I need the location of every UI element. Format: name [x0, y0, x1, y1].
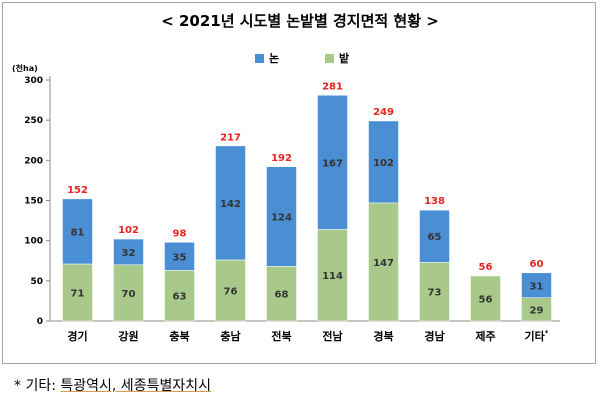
- footnote-prefix: * 기타:: [14, 378, 61, 394]
- x-category-label: 전북: [271, 329, 291, 343]
- bar-segment-dry-field: [368, 202, 399, 322]
- segment-value-label: 31: [530, 281, 544, 292]
- x-category-label: 충북: [169, 329, 189, 343]
- segment-value-label: 71: [71, 288, 85, 299]
- total-value-label: 281: [322, 81, 343, 92]
- y-tick-label: 250: [24, 116, 43, 126]
- y-tick-label: 0: [37, 317, 43, 327]
- y-tick-label: 50: [30, 277, 43, 287]
- stacked-bar-chart: (천ha) 0 50 100 150 200 250 300 논 밭 71 81 152 경기 70 32 10…: [12, 52, 560, 343]
- legend-label-1: 논: [269, 52, 279, 65]
- segment-value-label: 167: [322, 158, 343, 169]
- total-value-label: 98: [173, 228, 187, 239]
- total-value-label: 217: [220, 133, 241, 144]
- bar-segment-paddy: [113, 238, 144, 266]
- bar-segment-dry-field: [113, 264, 144, 322]
- segment-value-label: 63: [173, 292, 187, 303]
- segment-value-label: 35: [173, 252, 187, 263]
- total-value-label: 60: [530, 259, 544, 270]
- legend-swatch-2: [325, 54, 334, 63]
- footnote-detail: 특광역시, 세종특별자치시: [60, 378, 211, 394]
- bar-segment-dry-field: [317, 229, 348, 322]
- x-category-label: 경남: [424, 329, 444, 343]
- bar-segment-dry-field: [266, 266, 297, 322]
- segment-value-label: 147: [373, 258, 394, 269]
- category-footnote-mark: *: [545, 329, 549, 337]
- segment-value-label: 70: [122, 289, 136, 300]
- segment-value-label: 102: [373, 158, 394, 169]
- total-value-label: 249: [373, 107, 394, 118]
- total-value-label: 56: [479, 262, 493, 273]
- y-tick-label: 300: [24, 76, 43, 86]
- x-category-label: 경기: [67, 329, 87, 343]
- segment-value-label: 65: [428, 232, 442, 243]
- segment-value-label: 81: [71, 227, 85, 238]
- segment-value-label: 142: [220, 199, 241, 210]
- segment-value-label: 29: [530, 305, 544, 316]
- total-value-label: 102: [118, 225, 139, 236]
- bar-segment-paddy: [419, 209, 450, 263]
- legend-swatch-1: [255, 54, 264, 63]
- segment-value-label: 73: [428, 288, 442, 299]
- bar-segment-dry-field: [470, 275, 501, 322]
- x-category-label: 제주: [475, 329, 495, 343]
- total-value-label: 138: [424, 196, 445, 207]
- bar-segment-dry-field: [419, 262, 450, 322]
- x-category-label: 기타*: [525, 329, 549, 343]
- y-tick-label: 100: [24, 237, 43, 247]
- segment-value-label: 56: [479, 295, 493, 306]
- bar-segment-paddy: [266, 166, 297, 267]
- y-tick-label: 150: [24, 197, 43, 207]
- segment-value-label: 32: [122, 248, 136, 259]
- segment-value-label: 76: [224, 286, 238, 297]
- x-category-label: 전남: [322, 329, 342, 343]
- x-category-label: 충남: [220, 329, 240, 343]
- bar-segment-paddy: [164, 242, 195, 271]
- bar-segment-paddy: [62, 198, 93, 265]
- segment-value-label: 124: [271, 213, 292, 224]
- y-unit-label: (천ha): [12, 63, 38, 73]
- bar-segment-paddy: [521, 272, 552, 298]
- bar-segment-paddy: [317, 95, 348, 230]
- y-tick-label: 200: [24, 156, 43, 166]
- x-category-label: 경북: [373, 329, 393, 343]
- segment-value-label: 68: [275, 290, 289, 301]
- segment-value-label: 114: [322, 271, 343, 282]
- bar-segment-dry-field: [62, 263, 93, 322]
- footnote: * 기타: 특광역시, 세종특별자치시: [14, 375, 211, 395]
- total-value-label: 152: [67, 185, 88, 196]
- chart-title: < 2021년 시도별 논밭별 경지면적 현황 >: [161, 12, 439, 30]
- x-category-label: 강원: [118, 329, 138, 343]
- bar-segment-paddy: [368, 120, 399, 204]
- bar-segment-dry-field: [164, 270, 195, 322]
- total-value-label: 192: [271, 153, 292, 164]
- bar-segment-paddy: [215, 145, 246, 261]
- legend-label-2: 밭: [339, 52, 349, 65]
